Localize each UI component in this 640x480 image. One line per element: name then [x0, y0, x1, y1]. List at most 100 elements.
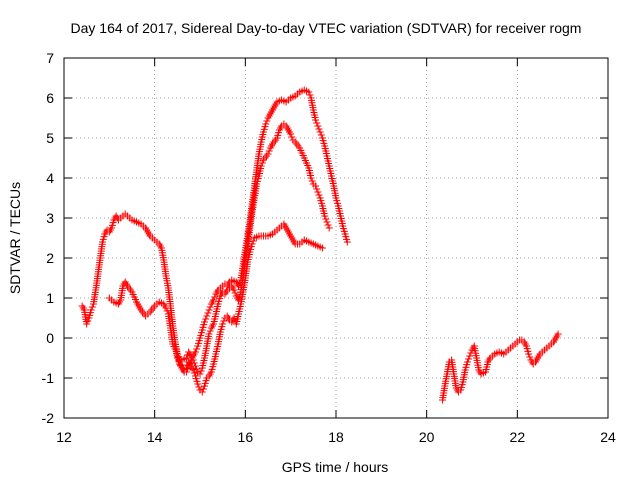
data-point — [312, 182, 320, 190]
data-point — [323, 218, 331, 226]
data-point-interp — [174, 357, 182, 365]
data-point — [321, 212, 329, 220]
data-point — [210, 296, 218, 304]
data-point-interp — [313, 119, 321, 127]
data-point — [318, 244, 326, 252]
data-point-interp — [526, 353, 534, 361]
data-point — [182, 368, 190, 376]
data-point — [264, 150, 272, 158]
data-point — [235, 282, 243, 290]
data-point-interp — [465, 355, 473, 363]
data-point — [198, 388, 206, 396]
y-tick-label: 1 — [46, 290, 54, 306]
data-point-interp — [315, 191, 323, 199]
data-point — [219, 320, 227, 328]
data-point — [203, 312, 211, 320]
data-point — [314, 188, 322, 196]
data-point-interp — [231, 289, 239, 297]
data-point-interp — [193, 365, 201, 373]
data-point-interp — [265, 147, 273, 155]
data-point-interp — [315, 125, 323, 133]
data-point-interp — [84, 317, 92, 325]
y-tick-label: 5 — [46, 130, 54, 146]
data-point — [287, 130, 295, 138]
data-point — [205, 330, 213, 338]
data-point — [185, 362, 193, 370]
y-tick-label: 4 — [46, 170, 54, 186]
data-point — [466, 352, 474, 360]
y-tick-label: 2 — [46, 250, 54, 266]
y-tick-label: 0 — [46, 330, 54, 346]
data-point — [554, 330, 562, 338]
x-tick-label: 24 — [600, 429, 616, 445]
data-point — [230, 286, 238, 294]
data-point-interp — [220, 317, 228, 325]
data-point-interp — [308, 177, 316, 185]
series-trace-D — [439, 330, 562, 404]
data-point-interp — [88, 303, 96, 311]
data-point — [463, 358, 471, 366]
y-tick-label: -1 — [42, 370, 55, 386]
y-tick-label: 3 — [46, 210, 54, 226]
data-point-interp — [199, 385, 207, 393]
data-point — [257, 162, 265, 170]
data-point-interp — [204, 309, 212, 317]
data-point-interp — [206, 327, 214, 335]
data-point — [205, 306, 213, 314]
data-point-interp — [236, 279, 244, 287]
x-tick-label: 14 — [147, 429, 163, 445]
y-tick-label: 6 — [46, 90, 54, 106]
data-point — [173, 354, 181, 362]
data-point — [191, 348, 199, 356]
data-point — [87, 306, 95, 314]
data-point — [343, 238, 351, 246]
data-point — [83, 320, 91, 328]
data-point-interp — [186, 359, 194, 367]
data-point — [307, 174, 315, 182]
data-point — [262, 120, 270, 128]
data-point — [316, 128, 324, 136]
data-point — [314, 122, 322, 130]
data-point-interp — [322, 215, 330, 223]
y-axis-label: SDTVAR / TECUs — [7, 182, 23, 294]
series-trace-C — [171, 86, 351, 376]
data-point-interp — [317, 131, 325, 139]
data-point — [196, 370, 204, 378]
x-tick-label: 16 — [238, 429, 254, 445]
data-point-interp — [211, 293, 219, 301]
plot-area — [78, 86, 562, 404]
x-tick-label: 12 — [56, 429, 72, 445]
data-point — [194, 380, 202, 388]
data-point — [325, 224, 333, 232]
x-axis-label: GPS time / hours — [282, 459, 389, 475]
data-point-interp — [288, 133, 296, 141]
data-point-interp — [306, 91, 314, 99]
data-point — [525, 350, 533, 358]
data-point — [162, 304, 170, 312]
x-tick-label: 20 — [419, 429, 435, 445]
y-tick-label: -2 — [42, 410, 55, 426]
data-point-interp — [184, 365, 192, 373]
chart-title: Day 164 of 2017, Sidereal Day-to-day VTE… — [71, 20, 582, 36]
data-point — [201, 318, 209, 326]
data-point-interp — [263, 117, 271, 125]
data-point — [312, 116, 320, 124]
x-tick-label: 18 — [328, 429, 344, 445]
data-point-interp — [163, 307, 171, 315]
data-point — [191, 362, 199, 370]
grid — [64, 58, 608, 418]
data-point-interp — [195, 383, 203, 391]
data-point-interp — [190, 369, 198, 377]
data-point-interp — [313, 185, 321, 193]
data-point-interp — [193, 345, 201, 353]
series-trace-B — [105, 120, 333, 378]
data-point — [189, 366, 197, 374]
data-point-interp — [324, 221, 332, 229]
y-tick-label: 7 — [46, 50, 54, 66]
x-tick-label: 22 — [510, 429, 526, 445]
data-point-interp — [202, 315, 210, 323]
data-point-interp — [197, 367, 205, 375]
